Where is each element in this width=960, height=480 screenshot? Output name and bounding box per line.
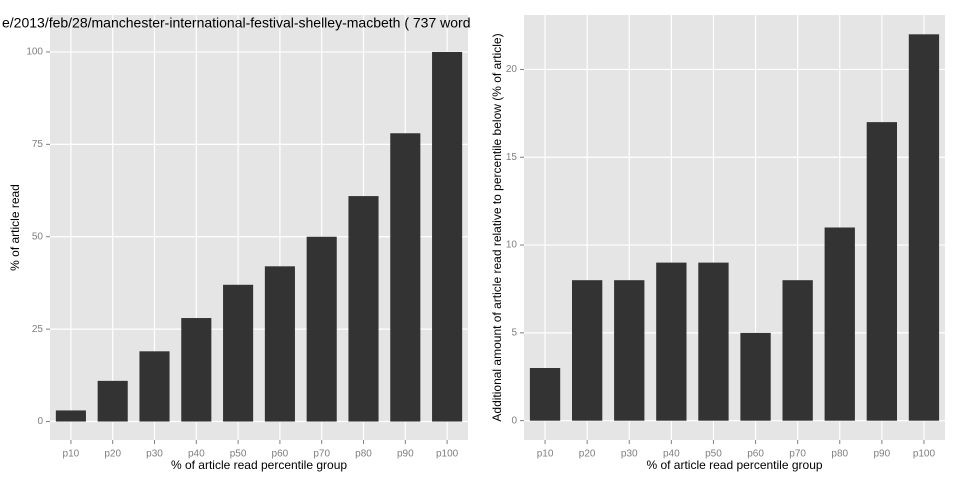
x-tick-label: p80 bbox=[831, 449, 848, 460]
bar bbox=[306, 236, 337, 422]
x-tick-label: p70 bbox=[313, 449, 330, 460]
bar bbox=[656, 262, 687, 421]
x-tick-label: p50 bbox=[230, 449, 247, 460]
x-axis-label: % of article read percentile group bbox=[646, 458, 822, 472]
x-tick-label: p90 bbox=[397, 449, 414, 460]
x-tick-label: p70 bbox=[789, 449, 806, 460]
x-tick-label: p60 bbox=[272, 449, 289, 460]
y-axis-label: % of article read bbox=[8, 184, 22, 271]
x-tick-label: p60 bbox=[747, 449, 764, 460]
y-tick-label: 20 bbox=[506, 64, 518, 75]
x-tick-label: p20 bbox=[104, 449, 121, 460]
x-tick-label: p40 bbox=[188, 449, 205, 460]
y-tick-label: 0 bbox=[37, 416, 43, 427]
bar bbox=[97, 380, 128, 422]
bar bbox=[740, 332, 771, 421]
bar bbox=[139, 351, 170, 422]
x-tick-label: p20 bbox=[579, 449, 596, 460]
y-tick-label: 100 bbox=[26, 47, 43, 58]
y-tick-label: 75 bbox=[32, 139, 44, 150]
y-tick-label: 0 bbox=[511, 415, 517, 426]
x-tick-label: p30 bbox=[146, 449, 163, 460]
x-tick-label: p80 bbox=[355, 449, 372, 460]
bar bbox=[264, 266, 295, 422]
x-tick-label: p90 bbox=[874, 449, 891, 460]
bar bbox=[181, 318, 212, 422]
y-tick-label: 5 bbox=[511, 328, 517, 339]
bar bbox=[55, 410, 86, 422]
bar bbox=[390, 133, 421, 422]
x-tick-label: p50 bbox=[705, 449, 722, 460]
x-tick-label: p100 bbox=[436, 449, 459, 460]
y-tick-label: 10 bbox=[506, 240, 518, 251]
bar bbox=[614, 280, 645, 421]
bar bbox=[432, 51, 463, 422]
bar bbox=[698, 262, 729, 421]
x-tick-label: p10 bbox=[537, 449, 554, 460]
x-tick-label: p40 bbox=[663, 449, 680, 460]
bar bbox=[824, 227, 855, 421]
bar bbox=[223, 284, 254, 422]
bar bbox=[866, 122, 898, 421]
bar bbox=[529, 367, 561, 421]
bar bbox=[908, 34, 940, 421]
x-tick-label: p10 bbox=[63, 449, 80, 460]
bar bbox=[348, 196, 379, 422]
x-tick-label: p100 bbox=[913, 449, 936, 460]
y-tick-label: 50 bbox=[32, 231, 44, 242]
y-axis-label: Additional amount of article read relati… bbox=[490, 33, 504, 421]
y-tick-label: 25 bbox=[32, 324, 44, 335]
x-axis-label: % of article read percentile group bbox=[171, 458, 347, 472]
chart-title: e/2013/feb/28/manchester-international-f… bbox=[2, 15, 470, 31]
bar bbox=[571, 280, 603, 421]
x-tick-label: p30 bbox=[621, 449, 638, 460]
y-tick-label: 15 bbox=[506, 152, 518, 163]
bar bbox=[782, 280, 813, 421]
